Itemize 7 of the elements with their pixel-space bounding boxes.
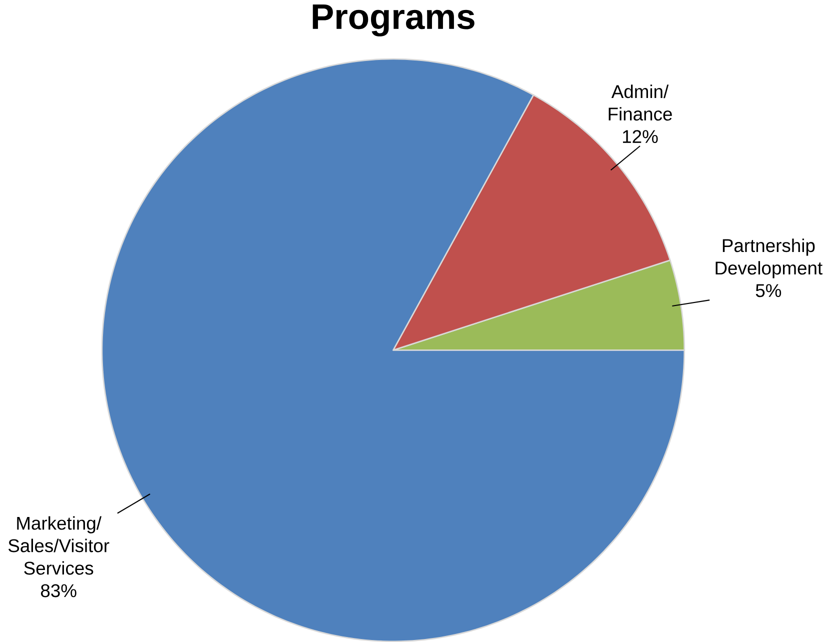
slice-label: Admin/ Finance — [608, 84, 672, 121]
data-label: 5% — [756, 284, 782, 298]
data-label: 12% — [623, 130, 658, 143]
data-label: 83% — [40, 584, 76, 598]
chart-title: Programs — [312, 4, 474, 36]
slice-label: Marketing/ Sales/Visitor Services — [8, 516, 110, 575]
slice-label: Partnership Development — [716, 238, 822, 278]
